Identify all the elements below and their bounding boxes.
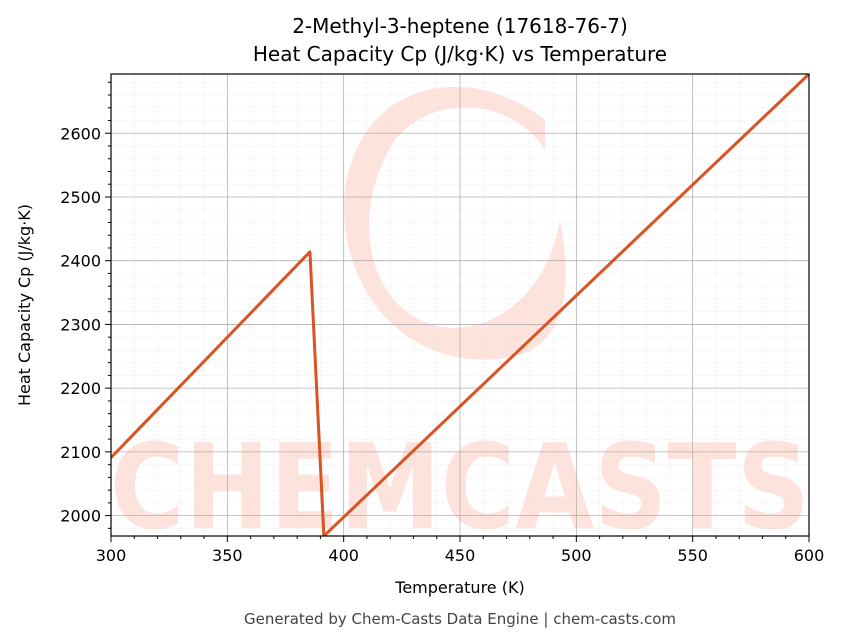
x-tick-label: 600	[794, 546, 825, 565]
chart-title: 2-Methyl-3-heptene (17618-76-7)	[292, 14, 628, 38]
y-tick-label: 2500	[60, 188, 101, 207]
footer-credit: Generated by Chem-Casts Data Engine | ch…	[244, 610, 676, 628]
y-tick-label: 2100	[60, 443, 101, 462]
y-tick-label: 2200	[60, 379, 101, 398]
x-tick-label: 450	[445, 546, 476, 565]
x-tick-label: 350	[212, 546, 243, 565]
series-line-0	[111, 74, 809, 536]
y-tick-label: 2400	[60, 252, 101, 271]
grid-major	[110, 74, 810, 536]
tick-labels: 300 350 400 450 500 550 600 2000 2100 2200 2300 240…	[60, 124, 824, 565]
x-tick-label: 550	[677, 546, 708, 565]
x-tick-label: 300	[96, 546, 127, 565]
y-tick-label: 2600	[60, 124, 101, 143]
ticks	[105, 81, 810, 542]
y-tick-label: 2300	[60, 315, 101, 334]
chart-subtitle: Heat Capacity Cp (J/kg·K) vs Temperature	[253, 42, 667, 66]
series-layer	[111, 74, 809, 536]
x-tick-label: 500	[561, 546, 592, 565]
x-tick-label: 400	[328, 546, 359, 565]
y-tick-label: 2000	[60, 507, 101, 526]
x-axis-label: Temperature (K)	[394, 578, 524, 597]
y-axis-label: Heat Capacity Cp (J/kg·K)	[15, 204, 34, 406]
